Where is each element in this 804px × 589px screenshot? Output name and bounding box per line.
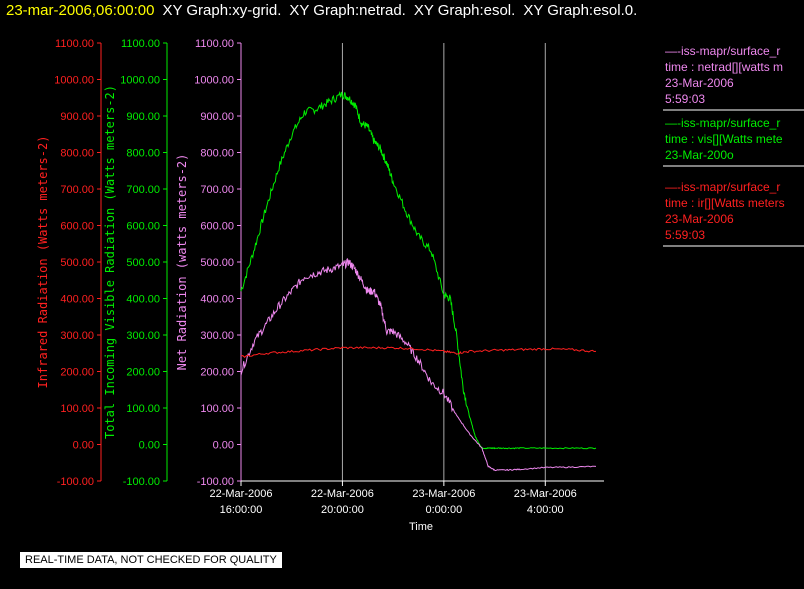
y-tick-label: 1100.00 [55, 38, 94, 50]
x-axis-label: Time [409, 521, 433, 533]
y-tick-label: 400.00 [60, 294, 94, 306]
legend-text: 5:59:03 [665, 228, 705, 242]
series-line-vis [240, 90, 597, 450]
y-tick-label: -100.00 [57, 476, 94, 488]
y-tick-label: 100.00 [126, 403, 160, 415]
y-tick-label: 400.00 [200, 294, 234, 306]
y-tick-label: 700.00 [60, 184, 94, 196]
series-line-net [240, 257, 597, 472]
y-tick-label: 800.00 [60, 148, 94, 160]
y-tick-label: 1000.00 [54, 75, 94, 87]
y-tick-label: 200.00 [200, 367, 234, 379]
x-tick-label: 23-Mar-2006 [514, 488, 577, 500]
date-label: 23-mar-2006,06:00:00 [6, 2, 155, 19]
legend-text: —-iss-mapr/surface_r [665, 180, 780, 194]
y-tick-label: 700.00 [126, 184, 160, 196]
y-tick-label: 600.00 [60, 221, 94, 233]
y-tick-label: 400.00 [126, 294, 160, 306]
y-tick-label: 600.00 [126, 221, 160, 233]
graph-title-4: XY Graph:esol.0. [523, 2, 638, 19]
y-tick-label: 900.00 [126, 111, 160, 123]
y-tick-label: 100.00 [60, 403, 94, 415]
legend-text: 5:59:03 [665, 92, 705, 106]
y-tick-label: 300.00 [60, 330, 94, 342]
y-tick-label: 300.00 [126, 330, 160, 342]
legend-text: 23-Mar-2006 [665, 212, 734, 226]
y-tick-label: 0.00 [73, 440, 94, 452]
title-bar: 23-mar-2006,06:00:00 XY Graph:xy-grid. XY … [6, 2, 637, 19]
y-tick-label: 1100.00 [121, 38, 160, 50]
y-tick-label: 1000.00 [194, 75, 234, 87]
y-tick-label: 800.00 [126, 148, 160, 160]
x-tick-label: 4:00:00 [527, 504, 564, 516]
y-tick-label: 800.00 [200, 148, 234, 160]
legend-text: time : ir[][Watts meters [665, 196, 785, 210]
legend-text: time : vis[][Watts mete [665, 132, 783, 146]
y-tick-label: 900.00 [200, 111, 234, 123]
x-tick-label: 22-Mar-2006 [311, 488, 374, 500]
y-tick-label: 500.00 [126, 257, 160, 269]
y-tick-label: 0.00 [213, 440, 234, 452]
series-line-ir [240, 346, 597, 358]
y-tick-label: 700.00 [200, 184, 234, 196]
x-tick-label: 16:00:00 [220, 504, 263, 516]
y-tick-label: 500.00 [200, 257, 234, 269]
y-tick-label: -100.00 [197, 476, 234, 488]
y-axis-label-net: Net Radiation (watts meters-2) [175, 154, 189, 371]
y-tick-label: -100.00 [123, 476, 160, 488]
y-tick-label: 500.00 [60, 257, 94, 269]
x-tick-label: 23-Mar-2006 [412, 488, 475, 500]
y-tick-label: 1000.00 [120, 75, 160, 87]
x-tick-label: 22-Mar-2006 [210, 488, 273, 500]
y-axis-label-ir: Infrared Radiation (Watts meters-2) [36, 136, 50, 389]
x-tick-label: 0:00:00 [426, 504, 463, 516]
y-tick-label: 300.00 [200, 330, 234, 342]
y-axis-label-vis: Total Incoming Visible Radiation (Watts … [103, 85, 117, 439]
y-tick-label: 600.00 [200, 221, 234, 233]
y-tick-label: 100.00 [200, 403, 234, 415]
x-tick-label: 20:00:00 [321, 504, 364, 516]
legend-text: 23-Mar-200o [665, 148, 734, 162]
legend-text: —-iss-mapr/surface_r [665, 116, 780, 130]
graph-title-3: XY Graph:esol. [413, 2, 516, 19]
legend-text: time : netrad[][watts m [665, 60, 783, 74]
graph-title-2: XY Graph:netrad. [289, 2, 406, 19]
y-tick-label: 900.00 [60, 111, 94, 123]
legend-text: 23-Mar-2006 [665, 76, 734, 90]
y-tick-label: 200.00 [60, 367, 94, 379]
graph-title-1: XY Graph:xy-grid. [162, 2, 282, 19]
y-tick-label: 0.00 [139, 440, 160, 452]
legend-text: —-iss-mapr/surface_r [665, 44, 780, 58]
y-tick-label: 1100.00 [195, 38, 234, 50]
quality-notice: REAL-TIME DATA, NOT CHECKED FOR QUALITY [19, 551, 283, 569]
y-tick-label: 200.00 [126, 367, 160, 379]
